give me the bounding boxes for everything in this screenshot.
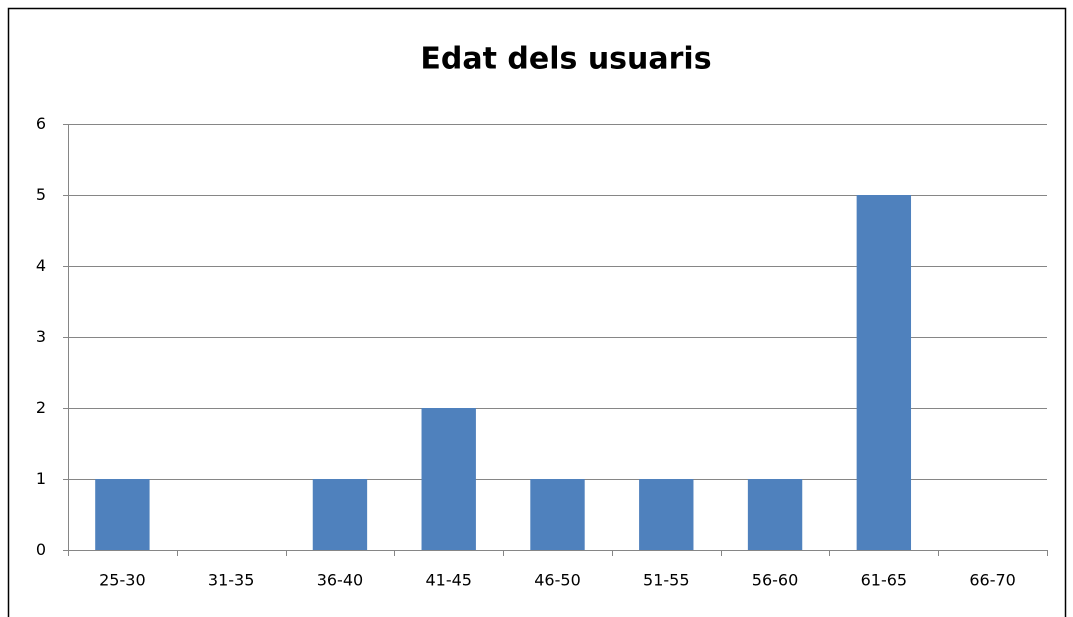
bar [856,195,912,550]
x-tick-label: 36-40 [317,571,364,590]
x-tick-label: 41-45 [425,571,472,590]
bar [747,479,803,550]
x-tick-label: 25-30 [99,571,146,590]
chart-title: Edat dels usuaris [420,42,711,77]
x-tick-label: 56-60 [752,571,799,590]
y-tick-label: 4 [36,256,46,275]
x-tick-label: 61-65 [861,571,908,590]
x-tick-label: 51-55 [643,571,690,590]
bar [421,408,476,550]
y-tick-label: 5 [36,185,46,204]
bar [530,479,585,550]
x-tick-label: 46-50 [534,571,581,590]
y-tick-label: 0 [36,540,46,559]
y-tick-label: 3 [36,327,46,346]
y-tick-label: 6 [36,114,46,133]
bar [95,479,150,550]
y-tick-label: 2 [36,398,46,417]
y-tick-label: 1 [36,469,46,488]
bar [312,479,368,550]
x-tick-label: 66-70 [969,571,1016,590]
x-tick-label: 31-35 [208,571,255,590]
bar [639,479,694,550]
